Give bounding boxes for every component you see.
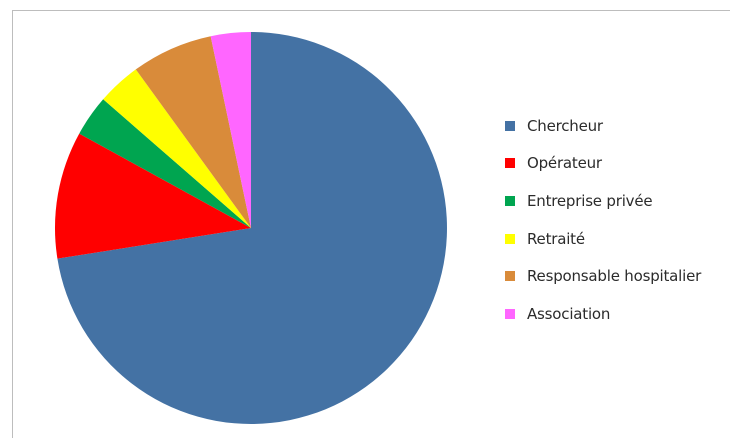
pie-slice-entreprise-privee: [79, 99, 252, 228]
legend-item: Responsable hospitalier: [505, 257, 701, 295]
legend-label: Opérateur: [527, 154, 602, 173]
legend-swatch: [505, 308, 515, 319]
pie-slice-chercheur: [57, 32, 447, 425]
legend-item: Association: [505, 295, 701, 333]
chart-legend: Chercheur Opérateur Entreprise privée Retra…: [505, 107, 701, 333]
legend-label: Retraité: [527, 229, 585, 248]
legend-label: Entreprise privée: [527, 191, 653, 210]
legend-swatch: [505, 120, 515, 131]
legend-swatch: [505, 158, 515, 169]
pie-slice-association: [210, 32, 251, 228]
legend-swatch: [505, 195, 515, 206]
legend-item: Retraité: [505, 220, 701, 258]
legend-swatch: [505, 233, 515, 244]
legend-label: Chercheur: [527, 116, 603, 135]
legend-item: Chercheur: [505, 107, 701, 145]
legend-label: Responsable hospitalier: [527, 267, 702, 286]
legend-swatch: [505, 271, 515, 282]
pie-slice-responsable-hospitalier: [135, 36, 251, 229]
pie-slices: [54, 32, 447, 425]
legend-label: Association: [527, 304, 611, 323]
pie-slice-retraite: [103, 69, 251, 229]
legend-item: Entreprise privée: [505, 182, 701, 220]
legend-item: Opérateur: [505, 145, 701, 183]
pie-slice-operateur: [54, 133, 251, 259]
